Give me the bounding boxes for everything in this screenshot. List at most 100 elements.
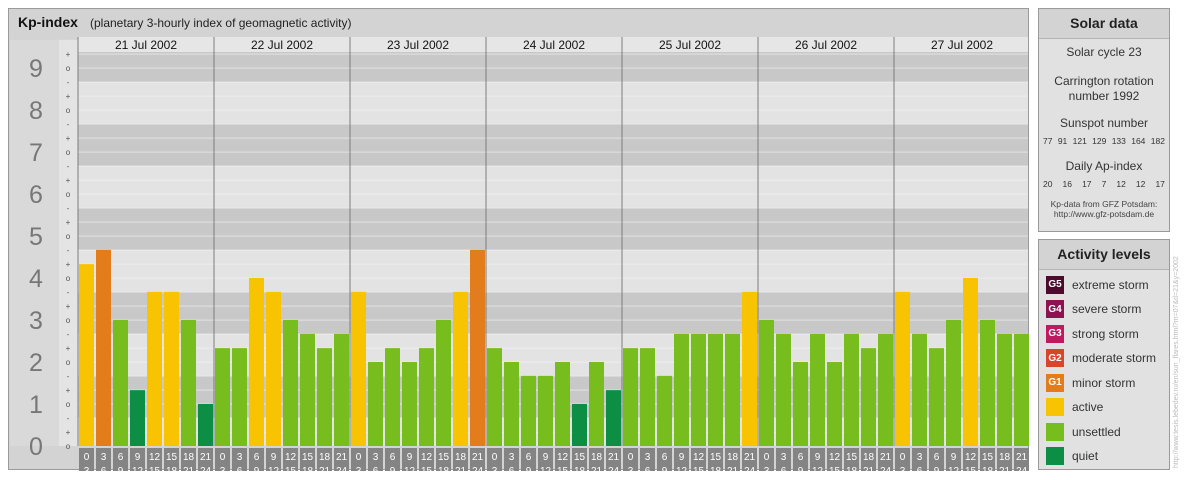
solar-data-heading: Solar data bbox=[1039, 9, 1169, 39]
interval-start-label: 18 bbox=[999, 452, 1011, 463]
legend-item-moderate-storm: G2 moderate storm bbox=[1046, 349, 1156, 368]
interval-cell bbox=[385, 448, 400, 471]
interval-start-label: 9 bbox=[271, 452, 277, 463]
interval-start-label: 9 bbox=[135, 452, 141, 463]
interval-cell bbox=[232, 448, 247, 471]
y-minor-tick: - bbox=[67, 330, 70, 339]
kp-bar bbox=[181, 320, 196, 446]
interval-start-label: 18 bbox=[319, 452, 331, 463]
kp-bar bbox=[470, 249, 485, 446]
kp-bar bbox=[946, 320, 961, 446]
kp-chart-panel: Kp-index (planetary 3-hourly index of ge… bbox=[8, 8, 1029, 471]
interval-start-label: 21 bbox=[336, 452, 348, 463]
legend-label: extreme storm bbox=[1072, 277, 1149, 292]
legend-item-extreme-storm: G5 extreme storm bbox=[1046, 275, 1149, 294]
kp-bar bbox=[1014, 333, 1029, 446]
legend-item-strong-storm: G3 strong storm bbox=[1046, 324, 1139, 343]
kp-bar bbox=[623, 348, 638, 446]
interval-end-label: 18 bbox=[166, 466, 178, 471]
interval-cell bbox=[300, 448, 315, 471]
kp-bar bbox=[96, 249, 111, 446]
kp-bar bbox=[793, 362, 808, 446]
interval-end-label: 3 bbox=[356, 466, 362, 471]
chart-subtitle: (planetary 3-hourly index of geomagnetic… bbox=[90, 16, 352, 30]
legend-label: minor storm bbox=[1072, 375, 1136, 390]
interval-end-label: 24 bbox=[880, 466, 892, 471]
y-tick-label: 6 bbox=[29, 181, 43, 209]
kp-bar bbox=[419, 348, 434, 446]
legend-label: unsettled bbox=[1072, 424, 1121, 439]
interval-cell bbox=[521, 448, 536, 471]
kp-bar bbox=[334, 333, 349, 446]
interval-start-label: 21 bbox=[608, 452, 620, 463]
interval-end-label: 6 bbox=[373, 466, 379, 471]
interval-start-label: 12 bbox=[557, 452, 569, 463]
interval-end-label: 21 bbox=[319, 466, 331, 471]
interval-start-label: 12 bbox=[829, 452, 841, 463]
y-minor-tick: o bbox=[66, 442, 71, 451]
interval-end-label: 3 bbox=[492, 466, 498, 471]
interval-cell bbox=[776, 448, 791, 471]
legend-label: severe storm bbox=[1072, 302, 1142, 316]
interval-cell bbox=[640, 448, 655, 471]
interval-end-label: 18 bbox=[982, 466, 994, 471]
source-credit[interactable]: http://www.tesis.lebedev.ru/en/sun_flare… bbox=[1173, 256, 1180, 468]
interval-cell bbox=[742, 448, 757, 471]
kp-bar bbox=[895, 291, 910, 446]
ap-value: 17 bbox=[1155, 179, 1165, 189]
interval-end-label: 21 bbox=[863, 466, 875, 471]
interval-start-label: 15 bbox=[166, 452, 178, 463]
interval-end-label: 3 bbox=[900, 466, 906, 471]
legend-label: moderate storm bbox=[1072, 351, 1157, 365]
ap-value: 16 bbox=[1062, 179, 1072, 189]
interval-cell bbox=[912, 448, 927, 471]
y-minor-tick: o bbox=[66, 106, 71, 115]
interval-cell bbox=[861, 448, 876, 471]
y-minor-tick: - bbox=[67, 288, 70, 297]
interval-start-label: 21 bbox=[472, 452, 484, 463]
y-minor-tick: + bbox=[66, 344, 71, 353]
y-minor-tick: - bbox=[67, 204, 70, 213]
interval-start-label: 15 bbox=[710, 452, 722, 463]
interval-cell bbox=[674, 448, 689, 471]
y-minor-tick: + bbox=[66, 176, 71, 185]
interval-cell bbox=[249, 448, 264, 471]
y-minor-tick: + bbox=[66, 428, 71, 437]
y-tick-label: 7 bbox=[29, 139, 43, 167]
interval-start-label: 21 bbox=[1016, 452, 1028, 463]
kp-bar bbox=[436, 320, 451, 446]
interval-start-label: 18 bbox=[863, 452, 875, 463]
kp-bar bbox=[521, 375, 536, 446]
interval-end-label: 12 bbox=[268, 466, 280, 471]
interval-end-label: 15 bbox=[557, 466, 569, 471]
interval-start-label: 12 bbox=[285, 452, 297, 463]
interval-cell bbox=[215, 448, 230, 471]
interval-start-label: 18 bbox=[591, 452, 603, 463]
kp-bar bbox=[249, 278, 264, 446]
sunspot-value: 121 bbox=[1072, 136, 1087, 146]
ap-value: 17 bbox=[1082, 179, 1092, 189]
interval-cell bbox=[572, 448, 587, 471]
y-minor-tick: - bbox=[67, 120, 70, 129]
interval-cell bbox=[895, 448, 910, 471]
interval-cell bbox=[589, 448, 604, 471]
ap-value: 20 bbox=[1043, 179, 1053, 189]
interval-start-label: 3 bbox=[509, 452, 515, 463]
kp-bar bbox=[929, 348, 944, 446]
legend-swatch: G2 bbox=[1046, 349, 1064, 367]
interval-end-label: 24 bbox=[608, 466, 620, 471]
kp-bar bbox=[606, 390, 621, 446]
kp-bar bbox=[912, 333, 927, 446]
kp-bar bbox=[453, 291, 468, 446]
kp-bar bbox=[266, 291, 281, 446]
kp-bar bbox=[980, 320, 995, 446]
interval-start-label: 21 bbox=[744, 452, 756, 463]
day-label: 27 Jul 2002 bbox=[931, 38, 993, 52]
ap-value: 12 bbox=[1116, 179, 1126, 189]
interval-cell bbox=[351, 448, 366, 471]
source-link[interactable]: http://www.gfz-potsdam.de bbox=[1053, 209, 1155, 219]
kp-bar bbox=[351, 291, 366, 446]
legend-item-unsettled: unsettled bbox=[1046, 422, 1121, 441]
legend-swatch bbox=[1046, 422, 1064, 441]
interval-end-label: 24 bbox=[200, 466, 212, 471]
